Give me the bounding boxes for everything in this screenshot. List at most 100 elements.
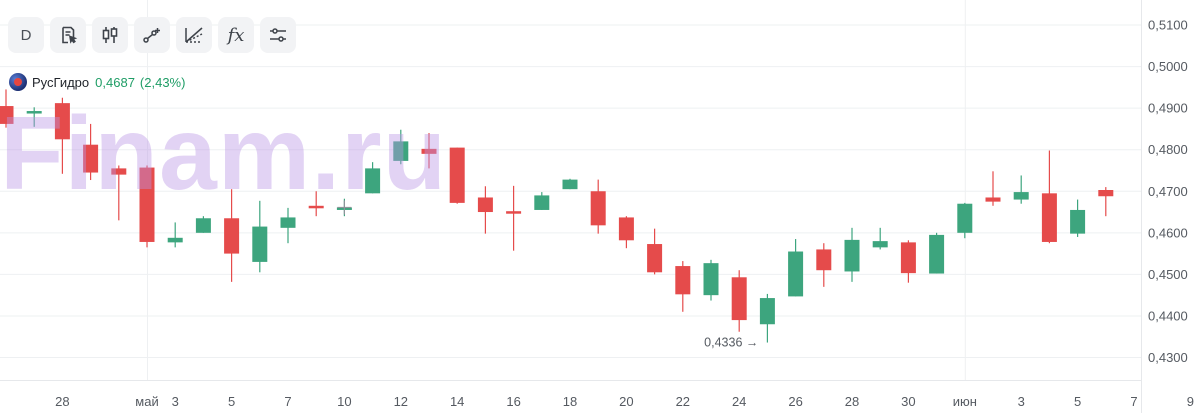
candle	[534, 192, 550, 210]
x-tick-label: 14	[450, 394, 464, 409]
y-tick-label: 0,5000	[1148, 59, 1188, 74]
candlestick-icon	[102, 27, 118, 43]
settings-button[interactable]	[260, 17, 296, 53]
candle	[872, 227, 888, 250]
fan-lines-icon	[185, 27, 203, 43]
candle-body	[731, 277, 747, 321]
candle	[647, 228, 663, 275]
min-price-label: 0,4336 →	[704, 336, 758, 350]
y-tick-label: 0,4300	[1148, 350, 1188, 365]
candle-body	[506, 211, 522, 214]
y-tick-label: 0,4400	[1148, 308, 1188, 323]
price-axis[interactable]: 0,4300 0,4400 0,4500 0,4600 0,4700 0,4800 0,49…	[1148, 18, 1188, 366]
indicators-button[interactable]: fx	[218, 17, 254, 53]
candle	[195, 216, 211, 233]
candle-body	[167, 237, 183, 243]
candle-body	[816, 249, 832, 271]
candle	[252, 200, 268, 273]
candle-body	[477, 197, 493, 213]
candle	[167, 222, 183, 248]
template-button[interactable]	[50, 17, 86, 53]
candle-body	[1013, 192, 1029, 200]
candle-body	[957, 203, 973, 233]
x-tick-label: 12	[394, 394, 408, 409]
candle-body	[0, 106, 14, 124]
x-tick-label: май	[135, 394, 158, 409]
x-tick-label: 9	[1187, 394, 1194, 409]
drawing-button[interactable]	[134, 17, 170, 53]
candle-body	[759, 298, 775, 325]
x-tick-label: 3	[172, 394, 179, 409]
x-tick-label: 5	[228, 394, 235, 409]
candle	[759, 293, 775, 343]
last-price: 0,4687	[95, 74, 135, 90]
y-tick-label: 0,4700	[1148, 184, 1188, 199]
candle	[139, 165, 155, 248]
annotations: 0,4336 →	[337, 200, 758, 350]
grid-lines	[0, 0, 1141, 380]
sliders-icon	[270, 28, 286, 42]
candle-body	[308, 205, 324, 209]
candle	[788, 239, 804, 297]
candle-body	[139, 167, 155, 242]
x-tick-label: 10	[337, 394, 351, 409]
candle	[985, 171, 1001, 206]
fx-icon: fx	[227, 24, 245, 46]
candle-body	[280, 217, 296, 228]
candle	[731, 270, 747, 332]
candle	[54, 97, 70, 174]
candle	[1041, 150, 1057, 244]
x-tick-label: 3	[1018, 394, 1025, 409]
candle-body	[1070, 209, 1086, 234]
candle-body	[590, 191, 606, 226]
candle-body	[675, 266, 691, 295]
x-tick-label: 7	[1130, 394, 1137, 409]
candle	[590, 179, 606, 234]
interval-label: D	[20, 26, 32, 44]
candle	[1070, 199, 1086, 237]
time-axis[interactable]: 28 май 3 5 7 10 12 14 16 18 20 22 24 26 28 30 июн 3 5 7 9	[55, 394, 1194, 409]
candle-body	[224, 218, 240, 254]
candle	[562, 178, 578, 190]
candle-body	[365, 168, 381, 194]
candle	[618, 216, 634, 249]
candle	[900, 240, 916, 283]
watermark-text: Finam.ru	[0, 96, 448, 212]
x-tick-label: 26	[788, 394, 802, 409]
x-tick-label: 18	[563, 394, 577, 409]
candle-body	[534, 195, 550, 210]
instrument-name[interactable]: РусГидро	[32, 74, 90, 90]
candle	[1013, 175, 1029, 204]
x-tick-label: 28	[845, 394, 859, 409]
candle-body	[421, 148, 437, 154]
fibonacci-button[interactable]	[176, 17, 212, 53]
y-tick-label: 0,4600	[1148, 225, 1188, 240]
candle-body	[562, 179, 578, 190]
candle-body	[844, 239, 860, 272]
candle-body	[985, 197, 1001, 202]
candle	[844, 227, 860, 282]
x-tick-label: июн	[953, 394, 977, 409]
candle	[929, 232, 945, 274]
candle-body	[26, 111, 42, 114]
x-tick-label: 20	[619, 394, 633, 409]
candle-body	[54, 103, 70, 140]
x-tick-label: 24	[732, 394, 746, 409]
candle	[83, 123, 99, 181]
candle	[280, 207, 296, 244]
candle-body	[647, 244, 663, 273]
instrument-legend: РусГидро 0,4687 (2,43%)	[9, 73, 185, 91]
candle	[26, 107, 42, 127]
candle-body	[872, 241, 888, 248]
y-tick-label: 0,4800	[1148, 142, 1188, 157]
candle	[308, 191, 324, 217]
interval-button[interactable]: D	[8, 17, 44, 53]
x-tick-label: 5	[1074, 394, 1081, 409]
candle	[449, 147, 465, 204]
candles-button[interactable]	[92, 17, 128, 53]
candle-body	[252, 226, 268, 262]
candle-body	[449, 147, 465, 203]
candle	[506, 185, 522, 251]
rushydro-logo-icon	[9, 73, 27, 91]
